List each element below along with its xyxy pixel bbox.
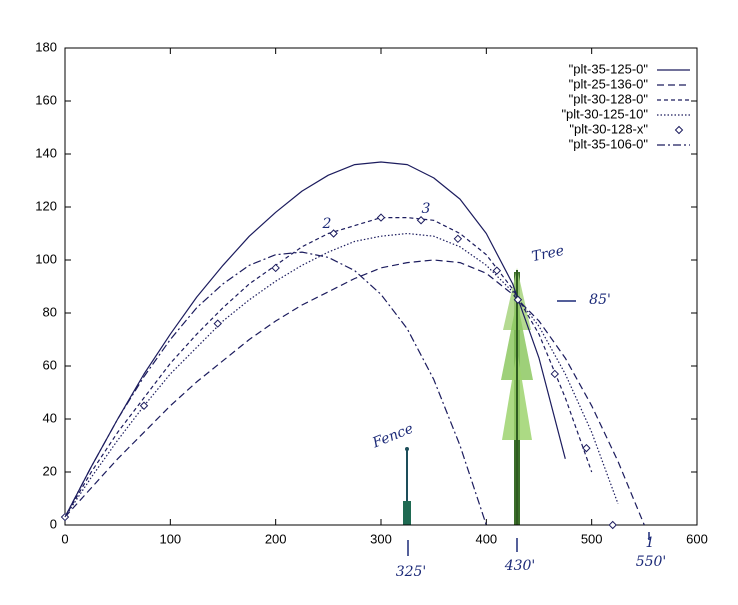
annotation: 1 <box>646 535 655 551</box>
x-tick-label: 400 <box>475 531 497 546</box>
trajectory-line <box>64 259 645 526</box>
annotation: 325' <box>396 564 427 580</box>
marker <box>271 263 280 273</box>
legend-label: "plt-35-106-0" <box>569 136 649 151</box>
marker <box>213 319 222 328</box>
legend-label: "plt-30-128-x" <box>569 121 648 136</box>
x-tick-label: 300 <box>370 531 392 546</box>
x-tick-label: 100 <box>159 531 181 546</box>
marker <box>416 216 426 225</box>
annotation: 85' <box>589 292 611 308</box>
trajectory-line <box>64 251 487 526</box>
y-tick-label: 20 <box>43 463 57 478</box>
annotation: 3 <box>422 201 431 217</box>
y-tick-label: 80 <box>43 304 57 319</box>
annotation: 430' <box>504 558 536 574</box>
annotation: 2 <box>322 216 332 232</box>
marker <box>492 266 502 275</box>
x-tick-label: 600 <box>686 531 708 546</box>
trajectory-line <box>64 161 566 518</box>
marker <box>608 520 617 530</box>
marker <box>550 369 560 379</box>
marker <box>60 512 70 522</box>
marker <box>139 401 149 410</box>
annotation: 550' <box>636 554 667 570</box>
annotation: Fence <box>369 421 415 452</box>
trajectory-line <box>64 217 593 518</box>
marker <box>329 229 338 238</box>
y-tick-label: 0 <box>50 516 57 531</box>
hand-marks <box>407 300 650 556</box>
y-tick-label: 120 <box>35 198 57 213</box>
marker <box>453 234 463 244</box>
annotation: Tree <box>530 243 565 265</box>
y-tick-label: 100 <box>35 251 57 266</box>
tree <box>501 268 533 525</box>
legend-label: "plt-30-128-0" <box>569 91 649 106</box>
x-tick-label: 200 <box>265 531 287 546</box>
x-tick-label: 500 <box>581 531 603 546</box>
trajectory-line <box>64 232 619 518</box>
legend-label: "plt-25-136-0" <box>569 76 649 91</box>
x-tick-label: 0 <box>61 531 68 546</box>
y-tick-label: 140 <box>35 145 57 160</box>
marker <box>513 295 523 304</box>
y-tick-label: 160 <box>35 92 57 107</box>
y-tick-label: 40 <box>43 410 57 425</box>
legend-marker <box>674 125 684 135</box>
marker <box>376 213 386 222</box>
marker <box>582 443 591 453</box>
fence <box>403 447 411 525</box>
legend-label: "plt-30-125-10" <box>561 106 648 121</box>
legend-label: "plt-35-125-0" <box>569 61 649 76</box>
y-tick-label: 60 <box>43 357 57 372</box>
y-tick-label: 180 <box>35 39 57 54</box>
